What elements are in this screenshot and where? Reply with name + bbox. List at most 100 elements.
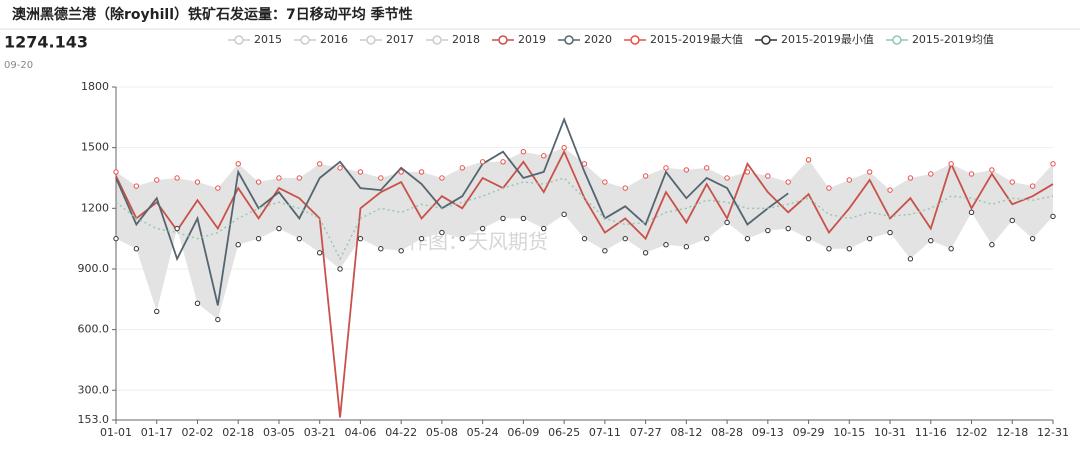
x-tick-label: 01-01 — [100, 426, 132, 439]
series-marker — [113, 235, 119, 242]
x-tick-label: 08-12 — [670, 426, 702, 439]
legend-icon — [630, 35, 640, 45]
series-marker — [785, 225, 791, 232]
series-marker — [663, 242, 669, 248]
series-marker — [378, 246, 384, 252]
x-tick-label: 05-24 — [467, 426, 499, 439]
y-tick-label: 900.0 — [78, 262, 110, 275]
series-marker — [439, 175, 445, 181]
series-marker — [316, 250, 323, 256]
series-marker — [765, 173, 771, 179]
series-marker — [1050, 213, 1056, 220]
legend-icon — [498, 35, 508, 45]
x-tick-label: 10-15 — [833, 426, 865, 439]
y-tick-label: 300.0 — [78, 383, 110, 396]
series-marker — [276, 225, 282, 232]
legend-label: 2015-2019均值 — [912, 33, 994, 46]
series-marker — [744, 235, 751, 242]
series-marker — [154, 308, 160, 315]
series-marker — [765, 227, 771, 234]
legend-item: 2018 — [426, 33, 480, 46]
series-marker — [194, 179, 201, 185]
series-marker — [561, 211, 567, 218]
legend-label: 2015-2019最大值 — [650, 32, 743, 46]
y-tick-label: 1200 — [81, 201, 109, 214]
x-tick-label: 03-21 — [304, 426, 336, 439]
series-marker — [1009, 179, 1015, 185]
series-marker — [215, 316, 221, 323]
series-marker — [805, 157, 812, 163]
series-marker — [887, 229, 893, 236]
legend-item: 2015-2019最小值 — [754, 33, 874, 46]
series-marker — [866, 235, 873, 242]
series-marker — [194, 300, 201, 307]
series-marker — [174, 175, 180, 181]
x-tick-label: 09-13 — [752, 426, 784, 439]
legend-label: 2016 — [320, 33, 348, 46]
series-marker — [357, 235, 364, 242]
series-marker — [520, 215, 527, 222]
series-marker — [1009, 217, 1015, 224]
series-marker — [500, 215, 506, 222]
series-marker — [948, 246, 954, 252]
legend-item: 2015 — [228, 33, 282, 46]
series-marker — [602, 248, 608, 254]
x-tick-label: 04-22 — [385, 426, 417, 439]
legend-item: 2016 — [294, 33, 348, 46]
series-marker — [602, 179, 608, 185]
legend-item: 2015-2019均值 — [885, 33, 994, 46]
series-marker — [744, 169, 751, 175]
legend-label: 2017 — [386, 33, 414, 46]
x-tick-label: 07-27 — [630, 426, 662, 439]
series-marker — [907, 256, 914, 262]
series-marker — [1050, 161, 1056, 167]
x-tick-label: 10-31 — [874, 426, 906, 439]
legend-item: 2020 — [558, 33, 612, 46]
series-marker — [785, 179, 791, 185]
series-marker — [235, 242, 241, 248]
series-marker — [846, 177, 853, 183]
series-marker — [622, 235, 628, 242]
series-marker — [154, 177, 160, 183]
series-marker — [255, 179, 262, 185]
x-tick-label: 01-17 — [141, 426, 173, 439]
y-tick-label: 153.0 — [78, 413, 110, 426]
series-marker — [235, 161, 241, 167]
series-marker — [276, 175, 282, 181]
legend-label: 2019 — [518, 33, 546, 46]
y-tick-label: 1500 — [81, 141, 109, 154]
series-marker — [520, 148, 527, 155]
chart-title: 澳洲黑德兰港（除royhill）铁矿石发运量：7日移动平均 季节性 — [12, 6, 413, 23]
series-marker — [1029, 183, 1036, 189]
x-tick-label: 06-25 — [548, 426, 580, 439]
series-marker — [989, 242, 995, 248]
x-tick-label: 02-02 — [181, 426, 213, 439]
series-marker — [663, 165, 669, 171]
legend-icon — [432, 35, 442, 45]
legend-label: 2015-2019最小值 — [781, 33, 874, 46]
legend-icon — [761, 35, 771, 45]
legend-label: 2018 — [452, 33, 480, 46]
series-marker — [968, 209, 975, 216]
x-tick-label: 06-09 — [507, 426, 539, 439]
legend-item: 2019 — [492, 33, 546, 46]
y-tick-label: 600.0 — [78, 323, 110, 336]
series-marker — [826, 185, 832, 191]
x-tick-label: 08-28 — [711, 426, 743, 439]
x-tick-label: 02-18 — [222, 426, 254, 439]
series-marker — [255, 235, 262, 242]
series-marker — [418, 235, 425, 242]
series-marker — [337, 165, 343, 171]
series-marker — [479, 159, 486, 165]
legend-icon — [234, 35, 244, 45]
series-marker — [296, 235, 303, 242]
series-marker — [683, 167, 690, 173]
latest-date: 09-20 — [4, 60, 33, 71]
series-marker — [174, 225, 180, 232]
series-marker — [541, 153, 547, 159]
x-tick-label: 12-31 — [1037, 426, 1069, 439]
series-marker — [805, 235, 812, 242]
series-marker — [215, 185, 221, 191]
series-marker — [378, 175, 384, 181]
